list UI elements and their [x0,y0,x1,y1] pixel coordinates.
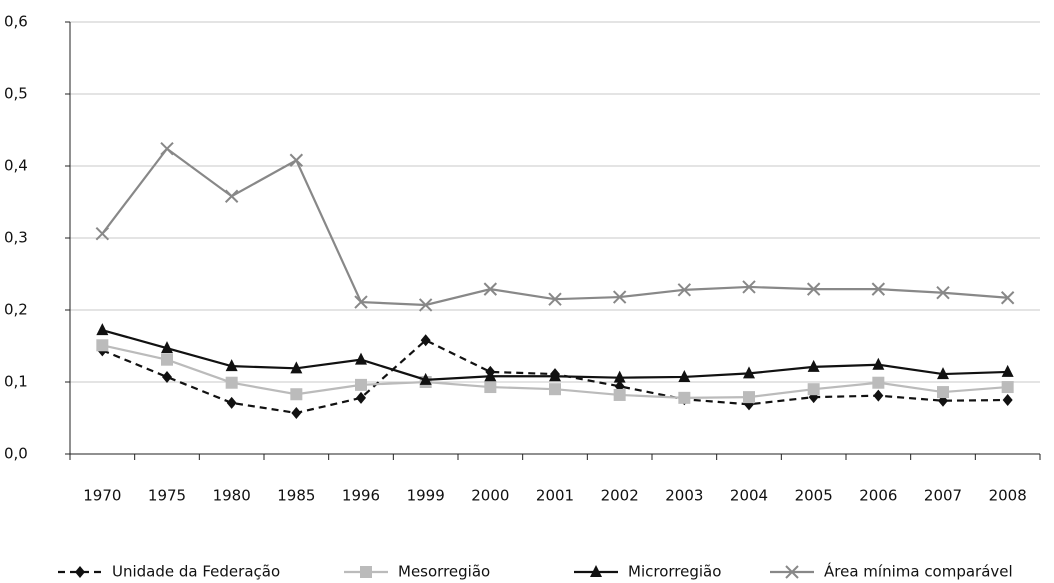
marker [743,391,755,404]
marker [612,290,627,304]
marker [96,323,109,336]
marker [162,370,172,383]
legend-label: Unidade da Federação [112,563,280,581]
marker [613,388,626,401]
marker [290,361,303,374]
x-tick-label: 2008 [989,487,1027,505]
marker [224,189,239,203]
marker [418,298,433,312]
marker [1001,364,1014,377]
x-tick-label: 2002 [601,487,639,505]
marker [226,396,237,409]
marker [1001,381,1014,394]
marker [677,283,692,297]
marker [483,282,498,296]
y-tick-label: 0,5 [4,85,28,103]
x-tick-label: 2005 [795,487,833,505]
x-tick-label: 2001 [536,487,574,505]
legend-label: Microrregião [628,563,721,581]
marker [289,153,304,167]
marker [937,367,949,380]
x-tick-label: 1999 [407,487,445,505]
x-tick-label: 2000 [471,487,509,505]
marker [1000,291,1015,305]
marker [484,381,497,394]
marker [871,282,886,296]
y-tick-label: 0,1 [4,373,28,391]
marker [160,142,174,156]
marker [360,566,372,578]
y-tick-label: 0,6 [4,13,28,31]
marker [161,353,173,366]
legend-label: Mesorregião [398,563,490,581]
marker [937,386,949,399]
marker [484,369,497,382]
marker [291,406,302,419]
marker [785,565,799,579]
marker [742,280,756,294]
marker [355,378,367,391]
x-tick-label: 2003 [665,487,703,505]
marker [548,292,562,306]
legend-label: Área mínima comparável [824,562,1013,581]
marker [356,391,366,404]
marker [873,389,884,402]
marker [743,366,755,379]
marker [419,372,432,385]
marker [549,383,561,396]
y-tick-label: 0,4 [4,157,28,175]
marker [936,286,950,300]
marker [96,339,109,352]
x-tick-label: 2004 [730,487,768,505]
marker [590,565,602,577]
x-tick-label: 1985 [277,487,315,505]
marker [75,566,85,578]
marker [225,376,238,389]
marker [549,369,561,382]
marker [872,376,885,389]
y-tick-label: 0,0 [4,445,28,463]
marker [807,359,820,372]
marker [678,369,691,382]
x-tick-label: 1996 [342,487,380,505]
marker [807,383,820,396]
marker [95,226,110,241]
marker [225,359,238,372]
x-tick-label: 1970 [83,487,121,505]
marker [290,388,303,401]
series-line [101,147,1008,307]
x-tick-label: 2007 [924,487,962,505]
marker [613,370,626,383]
marker [806,282,821,296]
marker [420,334,431,347]
x-tick-label: 1980 [213,487,251,505]
x-tick-label: 1975 [148,487,186,505]
marker [354,295,368,309]
marker [872,357,885,370]
x-tick-label: 2006 [859,487,897,505]
marker [1002,394,1013,406]
y-tick-label: 0,3 [4,229,28,247]
marker [161,341,173,354]
marker [678,391,691,404]
marker [355,352,367,365]
y-tick-label: 0,2 [4,301,28,319]
